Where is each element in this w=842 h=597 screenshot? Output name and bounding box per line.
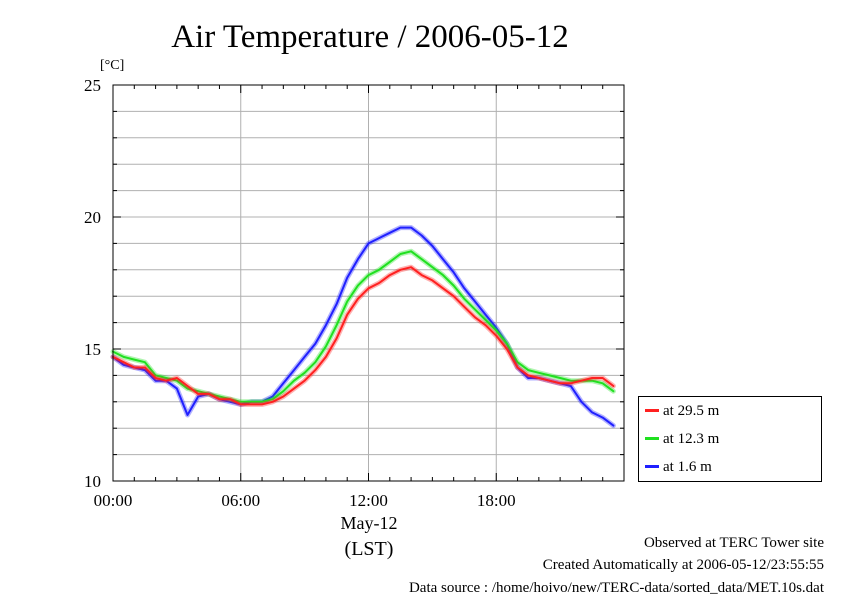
- legend-item: at 12.3 m: [645, 429, 719, 449]
- legend-swatch-12-3m: [645, 437, 659, 441]
- legend-item: at 29.5 m: [645, 401, 719, 421]
- legend-label: at 1.6 m: [663, 459, 712, 475]
- x-axis-date-label: May-12: [341, 513, 398, 533]
- grid-lines: [113, 85, 624, 481]
- series-halo: [110, 264, 616, 407]
- series-line: [112, 250, 615, 403]
- legend-label: at 12.3 m: [663, 431, 720, 447]
- series-line: [112, 226, 615, 427]
- footer-created: Created Automatically at 2006-05-12/23:5…: [542, 557, 824, 573]
- chart-title: Air Temperature / 2006-05-12: [171, 19, 569, 55]
- axis-ticks: 10 15 20 25 00:00 06:00 12:00 18:00: [84, 76, 625, 510]
- series-halo: [110, 225, 616, 429]
- legend-swatch-29-5m: [645, 409, 659, 413]
- x-axis-title: (LST): [345, 538, 394, 560]
- series-line: [112, 266, 615, 406]
- y-tick-label: 10: [84, 472, 101, 491]
- legend-item: at 1.6 m: [645, 457, 712, 477]
- data-series: [110, 225, 616, 429]
- x-tick-label: 12:00: [349, 491, 388, 510]
- x-tick-label: 06:00: [221, 491, 260, 510]
- y-tick-label: 25: [84, 76, 101, 95]
- y-axis-unit: [°C]: [100, 58, 124, 73]
- footer-site: Observed at TERC Tower site: [643, 535, 824, 551]
- x-tick-label: 00:00: [94, 491, 133, 510]
- legend-swatch-1-6m: [645, 465, 659, 469]
- footer-source: Data source : /home/hoivo/new/TERC-data/…: [408, 580, 824, 596]
- y-tick-label: 20: [84, 208, 101, 227]
- x-tick-label: 18:00: [477, 491, 516, 510]
- chart-legend: at 29.5 m at 12.3 m at 1.6 m: [638, 396, 822, 482]
- y-tick-label: 15: [84, 340, 101, 359]
- legend-label: at 29.5 m: [663, 403, 720, 419]
